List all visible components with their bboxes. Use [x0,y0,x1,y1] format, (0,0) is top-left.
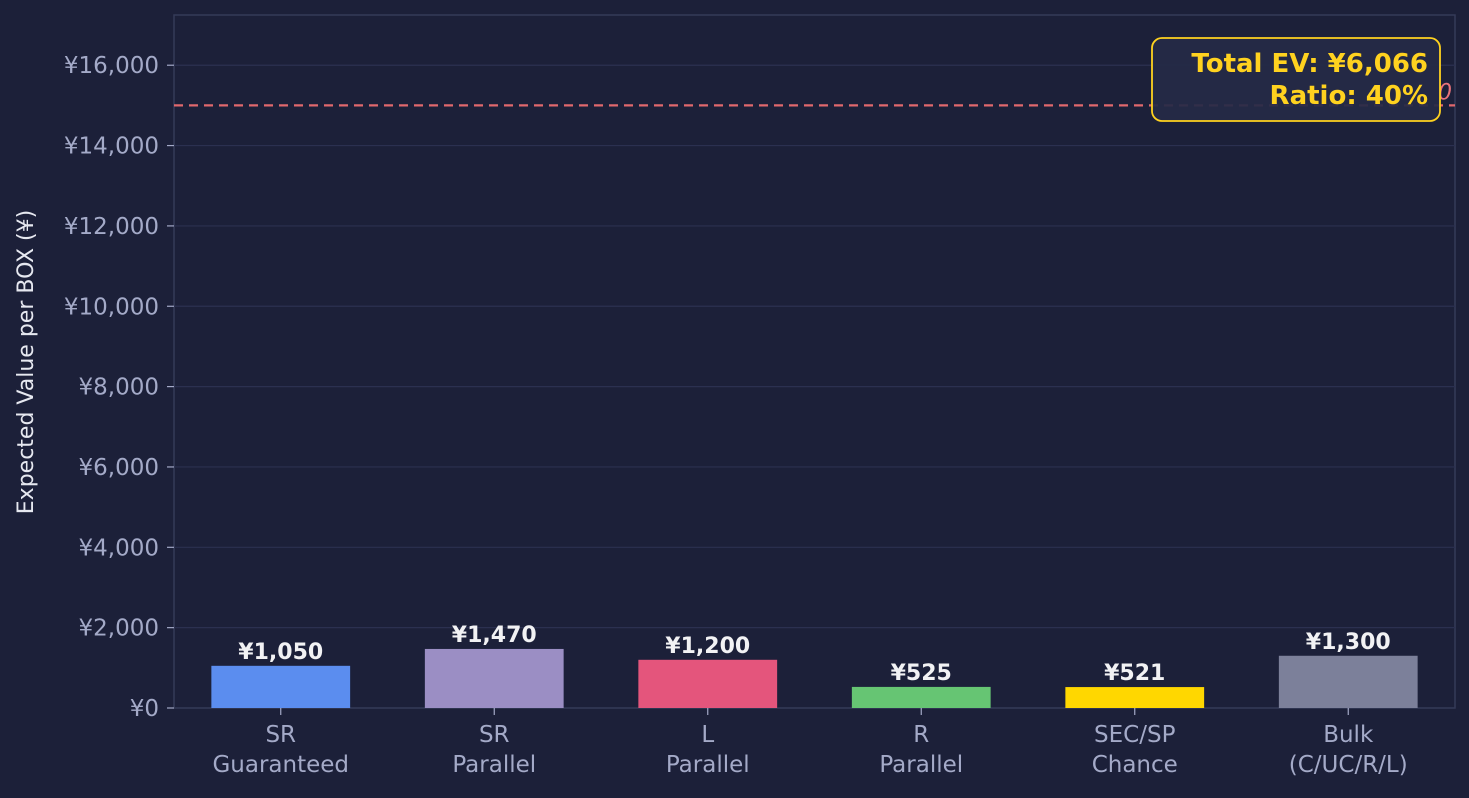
y-tick-label: ¥4,000 [79,535,159,561]
y-tick-label: ¥12,000 [64,214,159,240]
x-tick-label: Chance [1092,752,1178,778]
y-tick-label: ¥0 [130,696,159,722]
bar-value-label: ¥1,470 [452,623,537,648]
x-axis-categories: SR Guaranteed SR Parallel L Parallel R Parallel… [212,708,1408,778]
bar [424,648,564,708]
x-tick-label: Parallel [879,752,963,778]
y-tick-label: ¥2,000 [79,616,159,642]
bar [1278,655,1418,708]
bar [211,665,351,708]
y-tick-label: ¥14,000 [64,134,159,160]
bar-value-label: ¥1,050 [238,640,323,665]
total-ev-text: Total EV: ¥6,066 [1191,49,1428,79]
bar-value-label: ¥1,200 [665,634,750,659]
x-tick-label: Bulk [1323,722,1374,748]
bar-value-label: ¥521 [1104,661,1165,686]
reference-line-label: 0 [1438,80,1452,105]
y-tick-label: ¥16,000 [64,53,159,79]
bar [1065,687,1205,708]
y-tick-label: ¥8,000 [79,375,159,401]
y-tick-label: ¥6,000 [79,455,159,481]
y-axis-label: Expected Value per BOX (¥) [14,210,39,514]
bar-value-label: ¥525 [891,661,952,686]
x-tick-label: SEC/SP [1094,722,1176,748]
annotation-box [1151,37,1441,122]
bars: ¥1,050 ¥1,470 ¥1,200 ¥525 ¥521 ¥1,300 [211,623,1418,708]
bar [851,686,991,708]
x-tick-label: (C/UC/R/L) [1289,752,1408,778]
plot-area [173,14,1456,709]
x-tick-label: Guaranteed [212,752,349,778]
grid [174,64,1455,629]
bar [638,659,778,708]
x-tick-label: L [701,722,714,748]
ratio-text: Ratio: 40% [1270,81,1428,111]
x-tick-label: SR [479,722,510,748]
x-tick-label: R [913,722,929,748]
x-tick-label: Parallel [452,752,536,778]
y-tick-label: ¥10,000 [64,294,159,320]
y-axis-ticks: ¥0 ¥2,000 ¥4,000 ¥6,000 ¥8,000 ¥10,000 ¥12,000… [64,53,174,722]
bar-value-label: ¥1,300 [1306,630,1391,655]
x-tick-label: Parallel [666,752,750,778]
x-tick-label: SR [265,722,296,748]
